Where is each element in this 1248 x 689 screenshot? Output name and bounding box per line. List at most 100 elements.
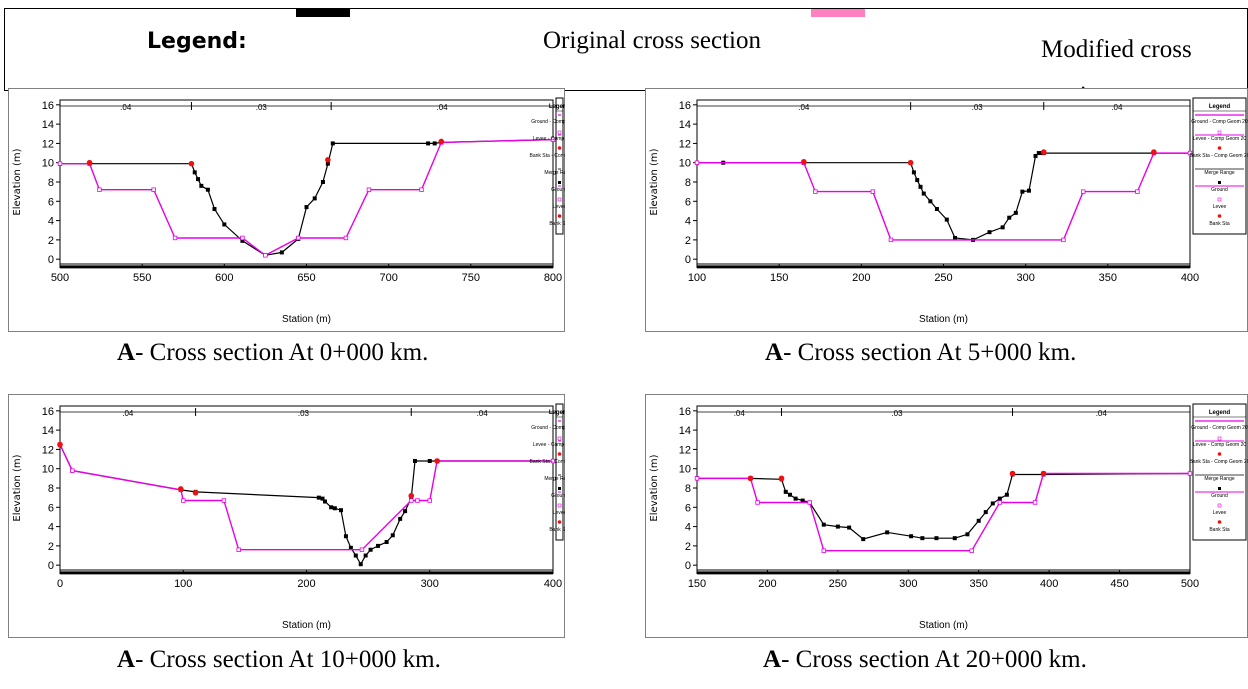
chart-legend-entry: Bank Sta - Comp Geom 20	[529, 459, 565, 465]
x-tick-label: 100	[688, 272, 706, 284]
chart-legend-entry: Bank Sta	[549, 221, 565, 227]
modified-point	[969, 548, 974, 553]
caption-letter: A	[117, 339, 136, 366]
x-tick-label: 350	[970, 578, 988, 590]
modified-point	[1187, 150, 1193, 156]
x-tick-label: 0	[57, 578, 63, 590]
modified-line	[60, 138, 554, 257]
chart-legend-entry: Levee	[553, 204, 565, 210]
chart-legend-entry: Ground	[1211, 493, 1228, 499]
ground-point	[403, 509, 408, 514]
ground-point	[363, 553, 368, 558]
bank-station-point	[325, 157, 331, 163]
modified-point	[807, 500, 812, 505]
ground-point	[861, 537, 866, 542]
ground-point	[343, 534, 348, 539]
ground-line	[60, 139, 554, 256]
modified-line	[697, 152, 1190, 241]
ground-line	[697, 152, 1190, 241]
ground-point	[384, 540, 389, 545]
y-tick-label: 0	[685, 254, 691, 266]
y-axis-label: Elevation (m)	[12, 454, 23, 521]
chart-legend-entry: Levee	[553, 510, 565, 516]
y-tick-label: 2	[685, 235, 691, 247]
ground-point	[320, 180, 325, 184]
chart-legend-entry: Ground - Comp Geom 20	[531, 425, 565, 431]
cross-section-chart: .04 .03 .04 0 2 4 6 8 10 12 14 16 150 200 250 300 350 400…	[645, 394, 1248, 638]
legend-swatch	[1218, 181, 1221, 184]
chart-legend-entry: Merge Range	[544, 476, 565, 482]
ground-point	[953, 235, 958, 240]
manning-label: .04	[734, 409, 746, 418]
modified-point	[997, 500, 1003, 505]
modified-point	[1135, 189, 1140, 194]
chart-panel-3: .04 .03 .04 0 2 4 6 8 10 12 14 16 150 200 250 300 350 400…	[645, 394, 1248, 638]
chart-legend-entry: Bank Sta	[549, 527, 565, 533]
ground-point	[329, 505, 334, 510]
caption-1: A- Cross section At 5+000 km.	[765, 339, 1076, 367]
legend-swatch	[557, 214, 562, 218]
ground-point	[1004, 492, 1009, 497]
legend-swatch	[557, 130, 562, 135]
modified-point	[240, 235, 245, 241]
y-tick-label: 10	[42, 464, 54, 476]
x-tick-label: 250	[934, 272, 952, 284]
modified-point	[1187, 471, 1193, 476]
y-tick-label: 2	[685, 541, 691, 553]
y-tick-label: 14	[679, 119, 691, 131]
legend-swatch	[557, 436, 562, 441]
chart-legend-entry: Bank Sta - Comp Geom 20	[1189, 153, 1248, 159]
legend-title: Legend:	[147, 29, 247, 54]
caption-3: A- Cross section At 20+000 km.	[763, 646, 1087, 674]
legend-modified-label: Modified cross section	[1041, 36, 1192, 90]
ground-point	[987, 230, 992, 235]
manning-label: .04	[120, 103, 132, 112]
ground-point	[983, 510, 988, 515]
y-tick-label: 8	[48, 177, 54, 189]
modified-point	[1032, 500, 1038, 505]
modified-point	[419, 187, 424, 192]
modified-point	[221, 498, 227, 503]
modified-point	[97, 187, 102, 192]
y-tick-label: 10	[679, 158, 691, 170]
x-tick-label: 400	[1040, 578, 1058, 590]
x-tick-label: 200	[297, 578, 315, 590]
modified-point	[415, 498, 420, 503]
ground-point	[279, 250, 284, 255]
legend-swatch	[1217, 520, 1222, 524]
ground-point	[944, 217, 949, 222]
chart-legend-title: Legend	[1209, 104, 1231, 110]
y-tick-label: 12	[679, 138, 691, 150]
modified-point	[296, 235, 301, 241]
ground-point	[240, 238, 245, 243]
ground-point	[915, 178, 920, 183]
y-tick-label: 14	[42, 119, 54, 131]
ground-point	[965, 532, 970, 537]
manning-label: .04	[1111, 103, 1123, 112]
ground-line	[697, 472, 1191, 540]
legend-swatch	[1217, 197, 1222, 202]
ground-point	[339, 508, 344, 513]
y-tick-label: 16	[42, 406, 54, 418]
y-tick-label: 10	[679, 464, 691, 476]
y-tick-label: 0	[685, 560, 691, 572]
ground-point	[911, 170, 916, 175]
modified-point	[550, 458, 556, 464]
y-tick-label: 8	[685, 177, 691, 189]
x-tick-label: 150	[770, 272, 788, 284]
bank-station-point	[438, 138, 445, 145]
x-tick-label: 500	[51, 272, 69, 284]
chart-legend-entry: Ground - Comp Geom 20	[1191, 119, 1248, 125]
legend-swatch	[1217, 436, 1222, 441]
legend-original-label: Original cross section	[543, 27, 762, 54]
y-tick-label: 10	[42, 158, 54, 170]
ground-point	[368, 547, 373, 552]
manning-label: .04	[1096, 409, 1108, 418]
bank-station-point	[408, 492, 415, 499]
y-tick-label: 2	[48, 235, 54, 247]
chart-legend-entry: Levee - Comp Geom 20	[1193, 136, 1247, 142]
modified-point	[409, 498, 414, 503]
legend-swatch	[557, 452, 562, 456]
ground-point	[1000, 225, 1005, 230]
cross-section-chart: .04 .03 .04 0 2 4 6 8 10 12 14 16 100 150 200 250 300 350…	[645, 88, 1248, 332]
